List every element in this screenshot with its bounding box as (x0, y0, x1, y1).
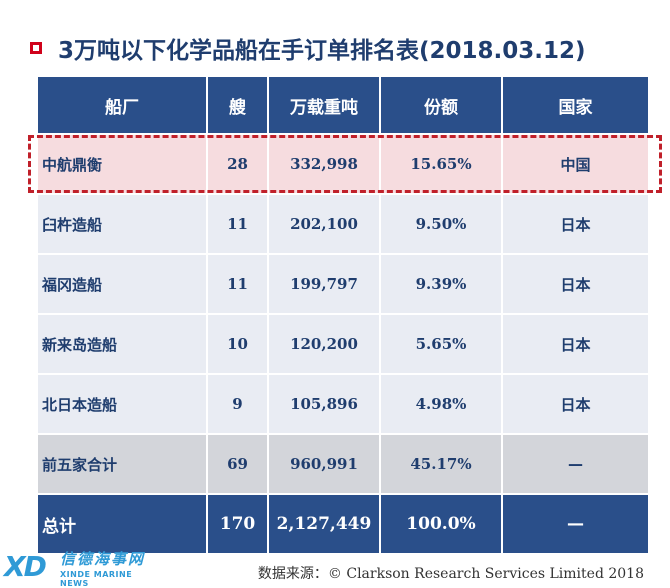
cell-dwt: 332,998 (269, 135, 379, 193)
cell-country: 中国 (503, 135, 648, 193)
table-row: 北日本造船 9 105,896 4.98% 日本 (38, 375, 648, 433)
source-note: 数据来源：© Clarkson Research Services Limite… (257, 566, 644, 582)
cell-share: 9.39% (381, 255, 501, 313)
cell-shipyard: 北日本造船 (38, 375, 206, 433)
cell-shipyard: 前五家合计 (38, 435, 206, 493)
watermark-en-text: XINDE MARINE NEWS (60, 570, 133, 588)
cell-share: 15.65% (381, 135, 501, 193)
cell-ships: 69 (208, 435, 267, 493)
cell-dwt: 202,100 (269, 195, 379, 253)
header-share: 份额 (381, 77, 501, 133)
cell-country: 日本 (503, 195, 648, 253)
cell-dwt: 199,797 (269, 255, 379, 313)
cell-ships: 9 (208, 375, 267, 433)
cell-country: 日本 (503, 315, 648, 373)
header-shipyard: 船厂 (38, 77, 206, 133)
cell-shipyard: 中航鼎衡 (38, 135, 206, 193)
table-row: 新来岛造船 10 120,200 5.65% 日本 (38, 315, 648, 373)
cell-dwt: 2,127,449 (269, 495, 379, 553)
title-row: 3万吨以下化学品船在手订单排名表(2018.03.12) (30, 28, 586, 68)
header-country: 国家 (503, 77, 648, 133)
cell-country: 日本 (503, 375, 648, 433)
cell-dwt: 120,200 (269, 315, 379, 373)
cell-ships: 170 (208, 495, 267, 553)
watermark-cn-text: 信德海事网 (60, 550, 146, 568)
header-dwt: 万载重吨 (269, 77, 379, 133)
total-row: 总计 170 2,127,449 100.0% — (38, 495, 648, 553)
watermark-logo: XD 信德海事网 XINDE MARINE NEWS (4, 548, 164, 588)
table-header-row: 船厂 艘 万载重吨 份额 国家 (38, 77, 648, 133)
cell-share: 9.50% (381, 195, 501, 253)
cell-ships: 28 (208, 135, 267, 193)
cell-country: — (503, 435, 648, 493)
cell-country: — (503, 495, 648, 553)
cell-shipyard: 总计 (38, 495, 206, 553)
page-title: 3万吨以下化学品船在手订单排名表(2018.03.12) (58, 38, 586, 64)
cell-dwt: 960,991 (269, 435, 379, 493)
cell-shipyard: 新来岛造船 (38, 315, 206, 373)
cell-share: 100.0% (381, 495, 501, 553)
table-row: 福冈造船 11 199,797 9.39% 日本 (38, 255, 648, 313)
cell-ships: 11 (208, 195, 267, 253)
cell-share: 4.98% (381, 375, 501, 433)
table-row: 臼杵造船 11 202,100 9.50% 日本 (38, 195, 648, 253)
cell-dwt: 105,896 (269, 375, 379, 433)
table-row: 中航鼎衡 28 332,998 15.65% 中国 (38, 135, 648, 193)
cell-shipyard: 福冈造船 (38, 255, 206, 313)
cell-ships: 10 (208, 315, 267, 373)
cell-shipyard: 臼杵造船 (38, 195, 206, 253)
orderbook-table: 船厂 艘 万载重吨 份额 国家 中航鼎衡 28 332,998 15.65% 中… (36, 75, 650, 555)
subtotal-row: 前五家合计 69 960,991 45.17% — (38, 435, 648, 493)
header-ships: 艘 (208, 77, 267, 133)
cell-share: 45.17% (381, 435, 501, 493)
watermark-mark: XD (4, 550, 47, 583)
cell-share: 5.65% (381, 315, 501, 373)
square-bullet-icon (30, 42, 42, 54)
cell-ships: 11 (208, 255, 267, 313)
cell-country: 日本 (503, 255, 648, 313)
